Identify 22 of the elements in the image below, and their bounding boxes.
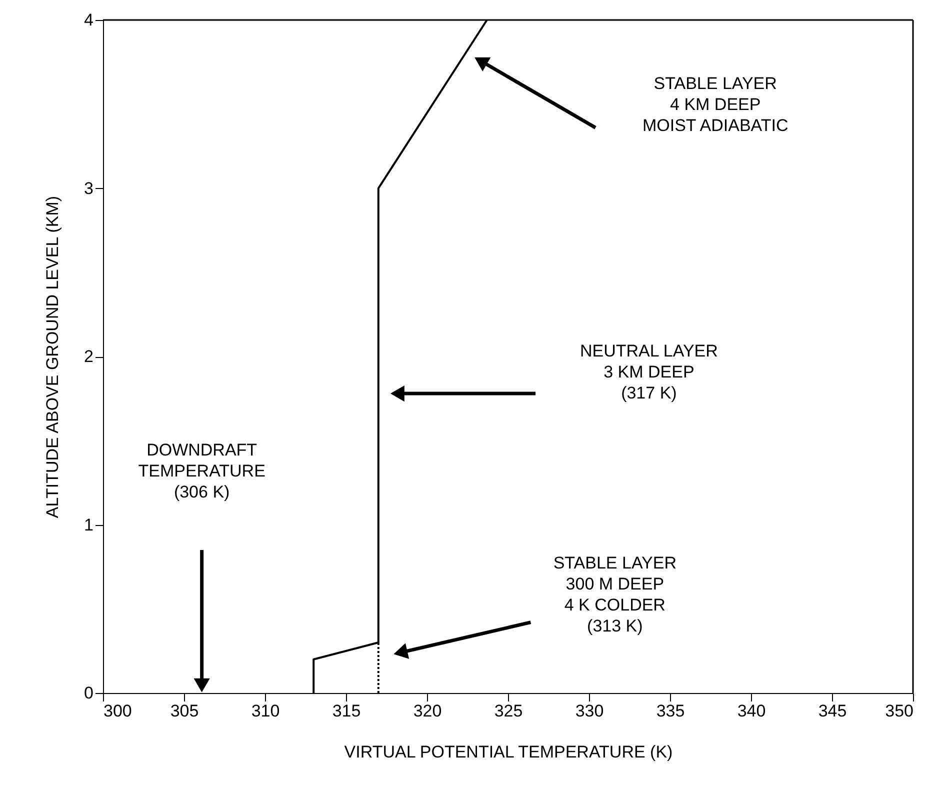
annotation: STABLE LAYER 4 KM DEEP MOIST ADIABATIC [642, 74, 788, 135]
y-tick-label: 0 [84, 684, 94, 702]
x-tick-label: 325 [494, 702, 523, 720]
x-tick-label: 310 [251, 702, 280, 720]
y-tick-label: 4 [84, 10, 94, 30]
y-tick-label: 1 [84, 515, 94, 534]
x-tick-label: 320 [413, 702, 442, 720]
y-tick-label: 3 [84, 178, 94, 198]
x-tick-label: 335 [656, 702, 685, 720]
x-tick-label: 345 [818, 702, 847, 720]
y-axis-title: ALTITUDE ABOVE GROUND LEVEL (KM) [43, 196, 62, 518]
annotation: STABLE LAYER 300 M DEEP 4 K COLDER (313 K) [553, 553, 676, 636]
x-tick-label: 305 [170, 702, 199, 720]
annotation: DOWNDRAFT TEMPERATURE (306 K) [138, 440, 266, 502]
annotation: NEUTRAL LAYER 3 KM DEEP (317 K) [580, 341, 718, 402]
x-axis-title: VIRTUAL POTENTIAL TEMPERATURE (K) [344, 742, 673, 762]
x-tick-label: 350 [885, 702, 914, 720]
x-tick-label: 300 [104, 702, 132, 720]
x-tick-label: 315 [332, 702, 361, 720]
y-tick-label: 2 [84, 347, 94, 366]
x-tick-label: 340 [737, 702, 766, 720]
x-tick-label: 330 [575, 702, 604, 720]
